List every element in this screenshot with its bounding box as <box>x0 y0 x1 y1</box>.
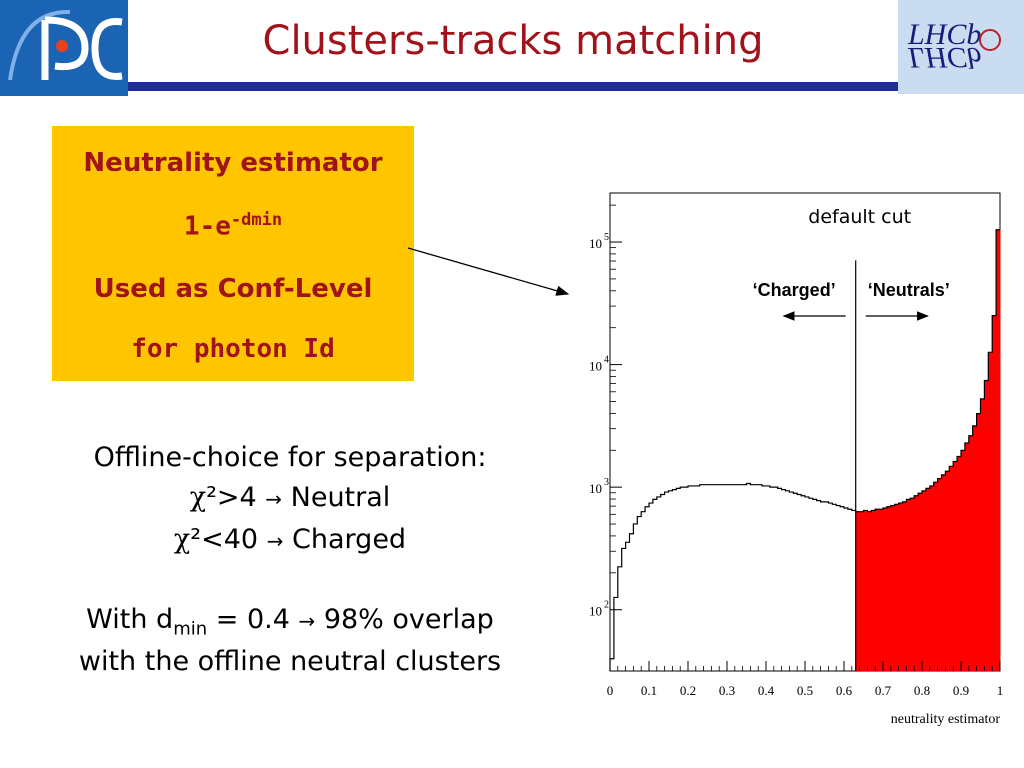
histogram-bar <box>953 461 958 671</box>
histogram-bar <box>933 482 938 671</box>
histogram-bar <box>890 505 896 671</box>
histogram-bar <box>929 485 935 671</box>
histogram-bar <box>964 443 970 671</box>
histogram-bar <box>972 425 977 671</box>
neutral-region-label: ‘Neutrals’ <box>868 280 950 300</box>
chi1-rest: ²>4 <box>206 482 257 513</box>
lhcb-logo: LHCb LHCb <box>898 0 1024 94</box>
arrow-icon: → <box>265 487 283 511</box>
formula-base: 1-e <box>183 211 231 242</box>
overlap-value: = 0.4 <box>207 604 299 635</box>
histogram-bar <box>894 504 899 671</box>
page-title: Clusters-tracks matching <box>262 18 764 64</box>
histogram-bar <box>988 352 993 671</box>
histogram-bar <box>922 490 927 671</box>
histogram-bar <box>949 466 954 671</box>
y-tick-label: 10 <box>589 604 602 619</box>
charged-criterion: χ²<40 → Charged <box>20 524 560 555</box>
x-tick-label: 0.5 <box>797 683 813 698</box>
charged-region-label: ‘Charged’ <box>753 280 836 300</box>
histogram-bar <box>957 456 962 671</box>
histogram-bar <box>859 511 864 671</box>
estimator-purpose: for photon Id <box>131 334 335 364</box>
overlap-result: 98% overlap <box>315 604 494 635</box>
x-tick-label: 0.7 <box>875 683 892 698</box>
overlap-statement: With dmin = 0.4 → 98% overlap <box>20 604 560 639</box>
y-tick-label: 10 <box>589 481 602 496</box>
estimator-formula: 1-e-dmin <box>52 210 414 242</box>
estimator-heading: Neutrality estimator <box>83 148 383 178</box>
histogram-bar <box>980 398 985 671</box>
histogram-bar <box>968 435 974 671</box>
y-tick-exponent: 2 <box>604 600 609 611</box>
arrow-icon: → <box>266 529 284 553</box>
histogram-bar <box>871 510 876 671</box>
x-tick-label: 0 <box>607 683 614 698</box>
histogram-bar <box>867 511 872 671</box>
estimator-box: Neutrality estimator 1-e-dmin Used as Co… <box>52 126 414 381</box>
chi2-rest: ²<40 <box>190 524 259 555</box>
histogram-bar <box>984 380 989 671</box>
x-tick-label: 1 <box>997 683 1004 698</box>
histogram-bar <box>961 450 966 671</box>
x-tick-label: 0.9 <box>953 683 969 698</box>
histogram-bar <box>875 509 880 671</box>
estimator-usage: Used as Conf-Level <box>93 274 373 304</box>
histogram-bar <box>863 510 868 671</box>
histogram-bar <box>941 474 946 671</box>
histogram-bar <box>910 498 915 671</box>
title-divider <box>128 82 898 91</box>
y-tick-label: 10 <box>589 236 602 251</box>
histogram-bar <box>879 509 884 671</box>
chi-symbol: χ <box>173 524 191 555</box>
offline-heading: Offline-choice for separation: <box>93 442 487 473</box>
arrow-icon: → <box>298 609 316 633</box>
histogram-bar <box>914 495 919 671</box>
y-tick-exponent: 3 <box>604 477 609 488</box>
histogram-bar <box>937 478 942 671</box>
x-axis-label: neutrality estimator <box>891 712 1001 727</box>
x-tick-label: 0.3 <box>719 683 735 698</box>
ipc-logo <box>0 0 128 96</box>
cut-label: default cut <box>808 206 911 228</box>
histogram-bar <box>945 471 950 671</box>
histogram-bar <box>906 499 911 671</box>
lhcb-logo-mirror: LHCb <box>907 41 981 74</box>
histogram-bar <box>855 511 860 671</box>
histogram-bar <box>886 506 892 671</box>
x-tick-label: 0.2 <box>680 683 696 698</box>
neutral-criterion: χ²>4 → Neutral <box>20 482 560 513</box>
lhcb-logo-text: LHCb <box>907 18 981 51</box>
histogram-bar <box>976 413 981 671</box>
x-tick-label: 0.4 <box>758 683 775 698</box>
x-tick-label: 0.6 <box>836 683 853 698</box>
neutral-label: Neutral <box>290 482 391 513</box>
x-tick-label: 0.1 <box>641 683 657 698</box>
dmin-subscript: min <box>173 618 208 640</box>
histogram-bar <box>902 501 907 671</box>
histogram-bar <box>918 493 923 671</box>
y-tick-exponent: 5 <box>604 232 609 243</box>
histogram-bar <box>925 488 931 671</box>
formula-exponent: -dmin <box>230 210 283 230</box>
histogram-bar <box>992 315 997 671</box>
histogram-outline <box>609 229 1000 671</box>
overlap-line2: with the offline neutral clusters <box>78 646 502 677</box>
histogram-bar <box>996 229 1001 671</box>
x-tick-label: 0.8 <box>914 683 930 698</box>
overlap-with: With d <box>86 604 174 635</box>
charged-label: Charged <box>292 524 407 555</box>
y-tick-label: 10 <box>589 359 602 374</box>
histogram-bar <box>883 507 888 671</box>
y-tick-exponent: 4 <box>604 355 609 366</box>
chi-symbol: χ <box>189 482 207 513</box>
histogram-bar <box>898 503 903 671</box>
